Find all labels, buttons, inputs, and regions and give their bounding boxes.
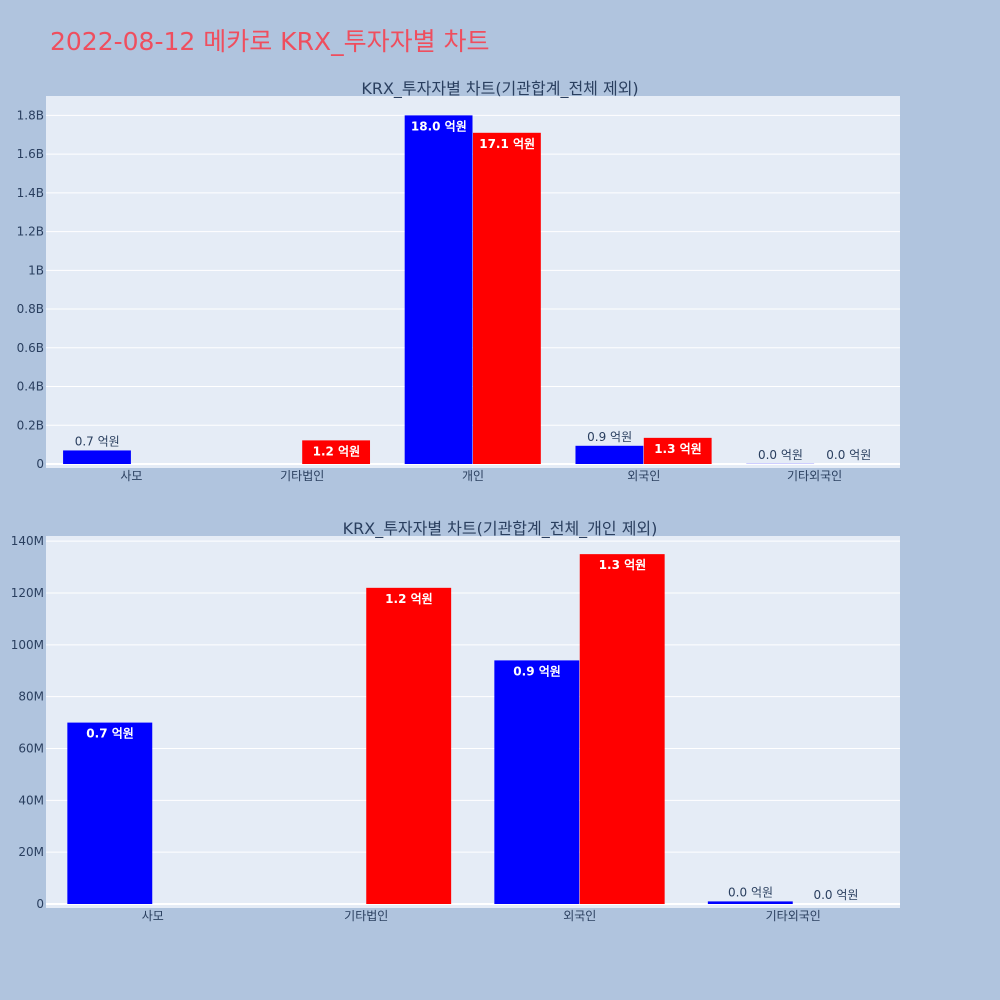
data-label: 0.0 억원	[728, 885, 773, 899]
y-tick-label: 1.2B	[17, 225, 44, 239]
bar	[494, 660, 580, 904]
y-tick-label: 0.2B	[17, 418, 44, 432]
data-label: 0.9 억원	[513, 664, 561, 678]
x-tick-label: 외국인	[627, 469, 660, 483]
data-label: 0.0 억원	[826, 448, 871, 462]
bar	[366, 587, 452, 904]
data-label: 1.2 억원	[313, 444, 361, 458]
data-label: 0.7 억원	[86, 727, 134, 741]
y-tick-label: 0	[36, 897, 44, 911]
y-tick-label: 1.4B	[17, 186, 44, 200]
y-tick-label: 0.4B	[17, 380, 44, 394]
x-tick-label: 기타법인	[344, 909, 388, 923]
chart-title: KRX_투자자별 차트(기관합계_전체_개인 제외)	[343, 519, 658, 539]
x-tick-label: 개인	[462, 469, 484, 483]
data-label: 1.3 억원	[599, 558, 647, 572]
y-tick-label: 1.8B	[17, 108, 44, 122]
data-label: 1.3 억원	[654, 442, 702, 456]
y-tick-label: 1B	[28, 263, 44, 277]
data-label: 17.1 억원	[479, 137, 535, 151]
x-tick-label: 외국인	[563, 909, 596, 923]
x-tick-label: 사모	[142, 909, 164, 923]
bar	[67, 722, 153, 904]
y-tick-label: 120M	[11, 586, 44, 600]
bar	[643, 437, 712, 464]
bar	[302, 440, 371, 464]
bar	[579, 554, 665, 904]
plot-area	[46, 536, 900, 908]
bar	[575, 445, 644, 464]
y-tick-label: 140M	[11, 534, 44, 548]
y-tick-label: 0.6B	[17, 341, 44, 355]
data-label: 0.9 억원	[587, 430, 632, 444]
y-tick-label: 20M	[18, 845, 44, 859]
x-tick-label: 기타법인	[280, 469, 324, 483]
y-tick-label: 80M	[18, 690, 44, 704]
y-tick-label: 40M	[18, 793, 44, 807]
x-tick-label: 기타외국인	[787, 469, 842, 483]
chart-investor-excl-individual: KRX_투자자별 차트(기관합계_전체_개인 제외) 0 20M 40M 60M 80M 1…	[11, 519, 900, 923]
bar	[707, 901, 793, 904]
y-tick-label: 100M	[11, 638, 44, 652]
page-title: 2022-08-12 메카로 KRX_투자자별 차트	[50, 27, 490, 56]
y-tick-label: 1.6B	[17, 147, 44, 161]
y-tick-label: 0	[36, 457, 44, 471]
data-label: 0.0 억원	[758, 448, 803, 462]
data-label: 1.2 억원	[385, 592, 433, 606]
x-tick-label: 사모	[120, 469, 142, 483]
data-label: 18.0 억원	[411, 119, 467, 133]
chart-title: KRX_투자자별 차트(기관합계_전체 제외)	[361, 79, 638, 99]
x-tick-label: 기타외국인	[766, 909, 821, 923]
bar	[473, 132, 541, 465]
chart-investor-all: KRX_투자자별 차트(기관합계_전체 제외) 0 0.2B 0.4B 0.6B 0.8B…	[17, 79, 900, 483]
data-label: 0.0 억원	[813, 888, 858, 902]
bar	[63, 450, 131, 464]
y-tick-label: 60M	[18, 742, 44, 756]
data-label: 0.7 억원	[75, 434, 120, 448]
y-tick-label: 0.8B	[17, 302, 44, 316]
bar	[404, 115, 473, 465]
